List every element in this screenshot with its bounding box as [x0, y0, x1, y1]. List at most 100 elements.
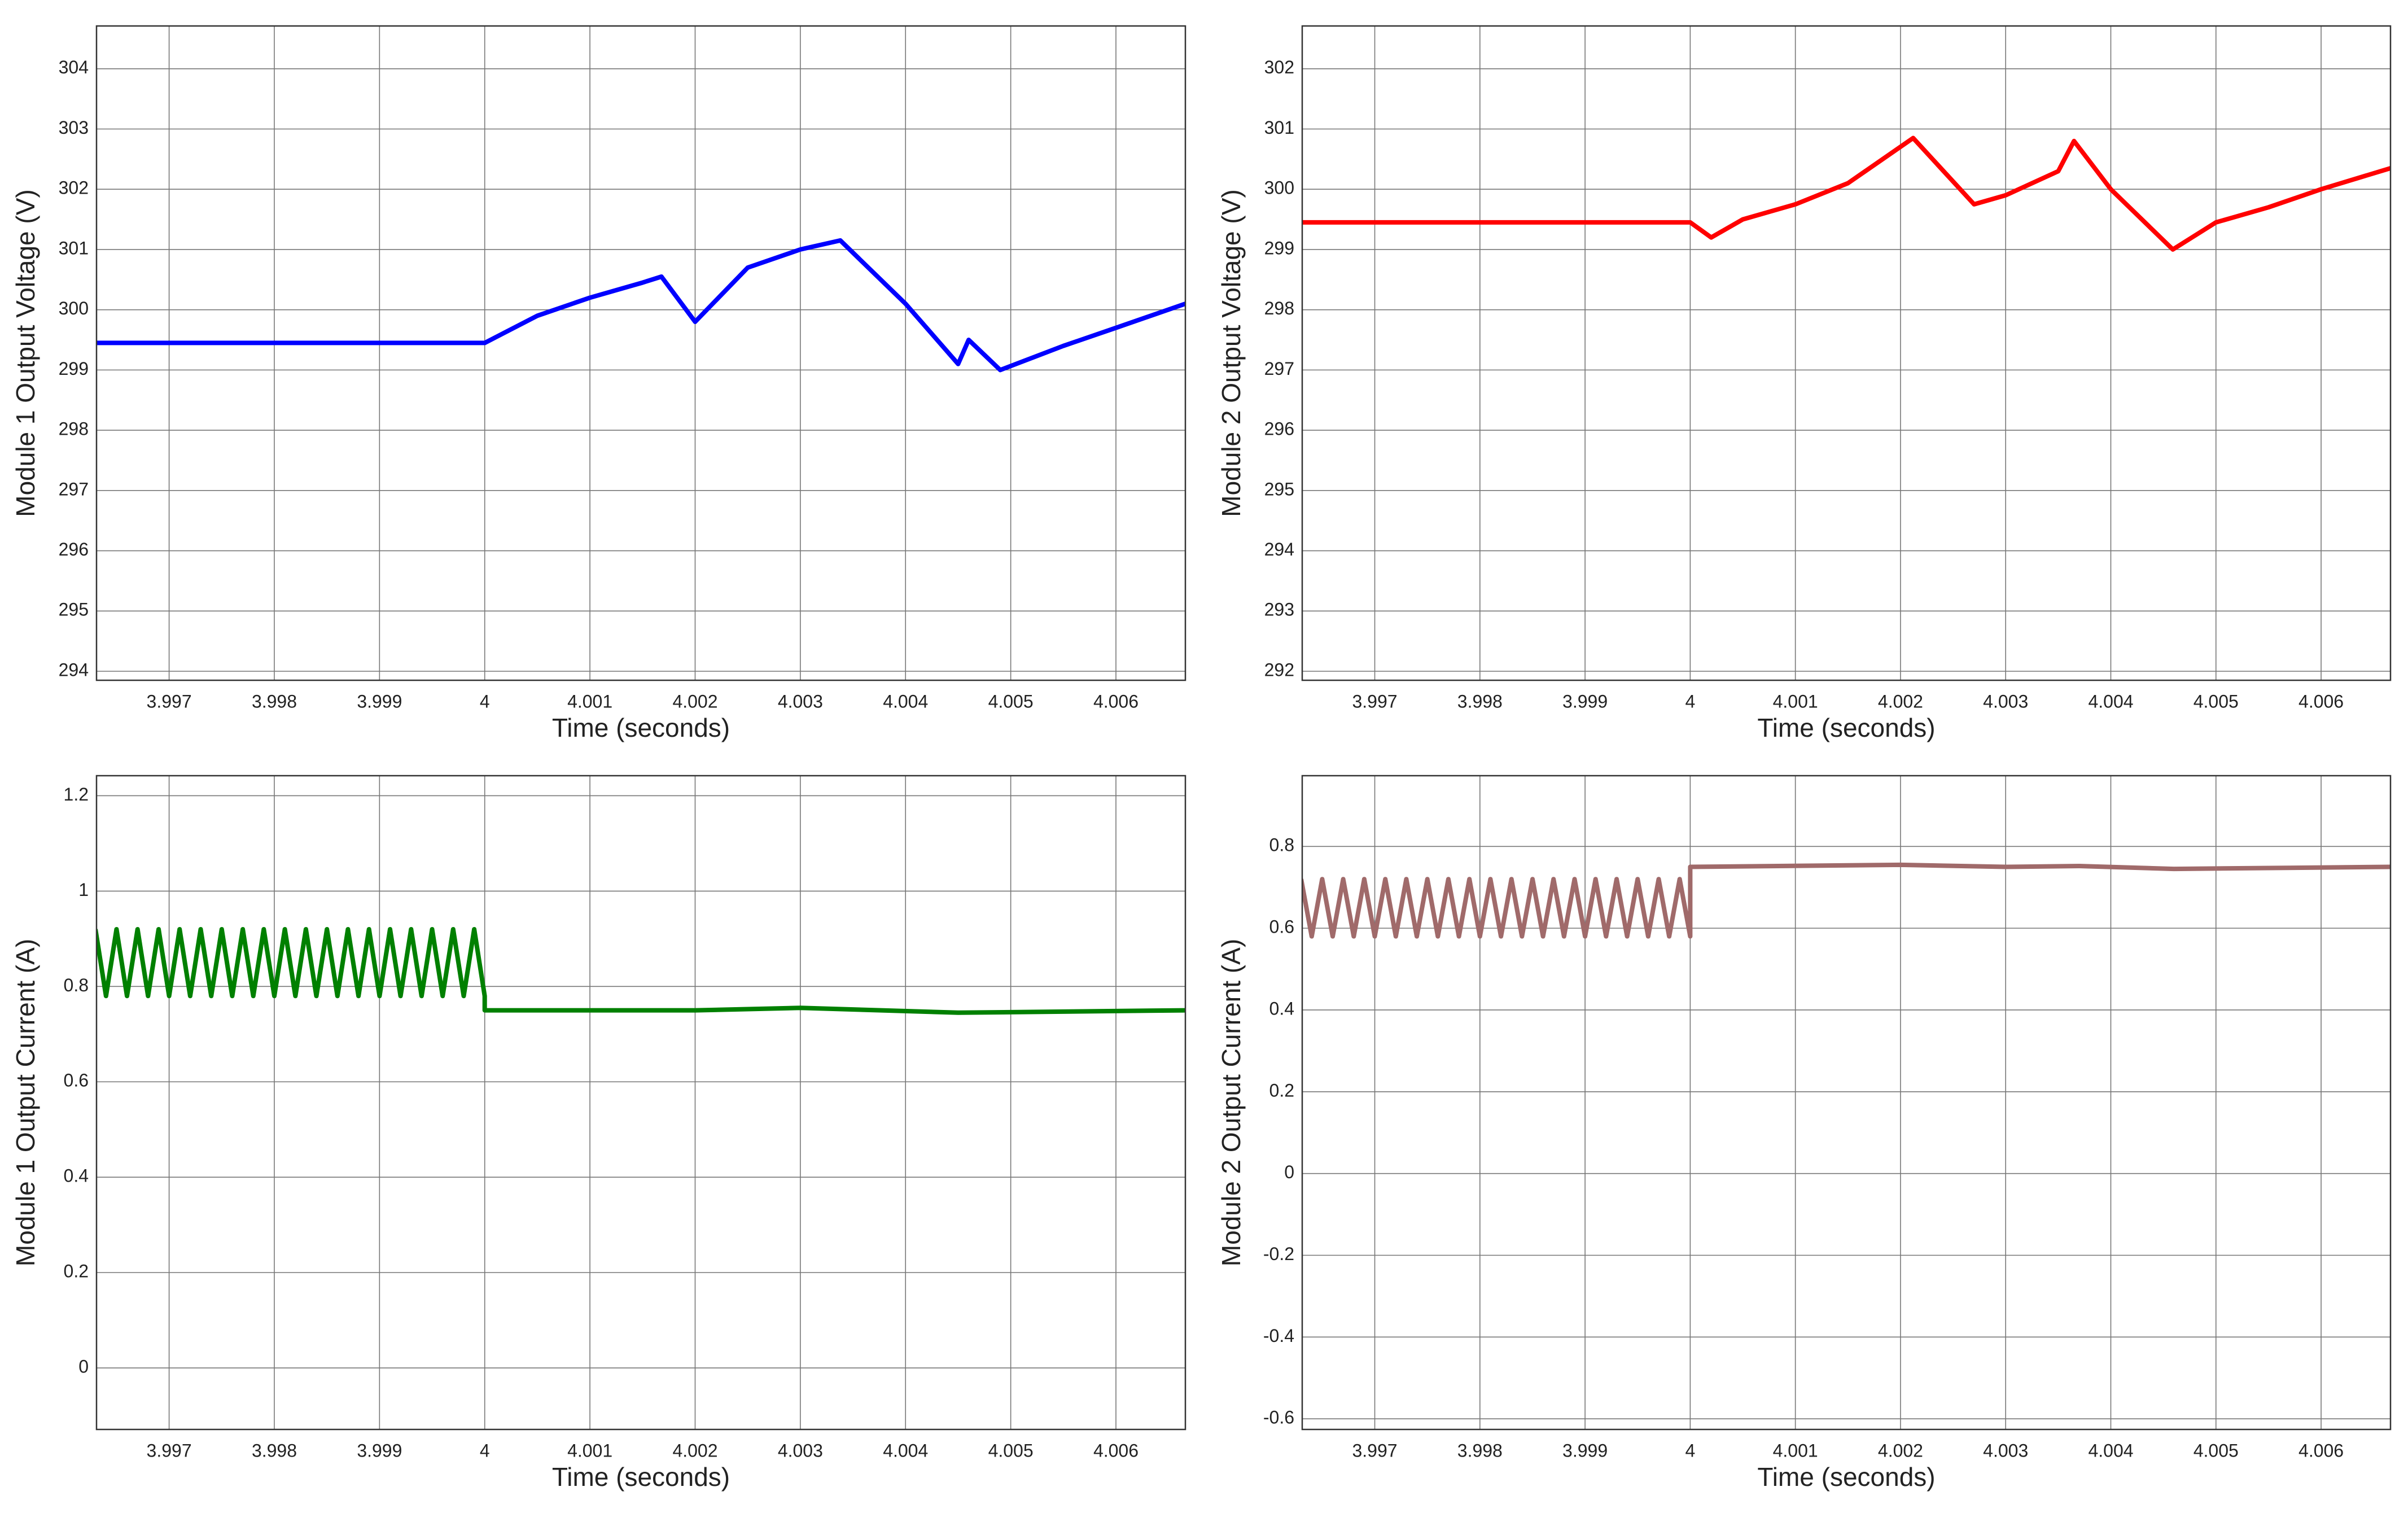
y-tick-label: 0.8	[64, 975, 89, 995]
x-tick-label: 4.003	[1983, 691, 2028, 711]
x-tick-label: 3.998	[1457, 691, 1503, 711]
x-tick-label: 4	[480, 691, 490, 711]
x-tick-label: 4.005	[2194, 691, 2239, 711]
y-tick-label: -0.6	[1263, 1407, 1294, 1428]
y-tick-label: 298	[59, 419, 89, 439]
y-tick-label: 0.2	[1269, 1080, 1294, 1100]
plot-series	[97, 238, 1185, 373]
x-tick-label: 4.001	[1773, 1440, 1818, 1460]
x-tick-label: 3.997	[1352, 691, 1397, 711]
y-axis-label: Module 2 Output Current (A)	[1216, 939, 1246, 1266]
plot-area	[1302, 776, 2391, 1429]
x-tick-label: 3.997	[147, 691, 192, 711]
y-tick-label: 299	[1264, 238, 1294, 258]
y-axis-label: Module 1 Output Current (A)	[11, 939, 40, 1266]
y-tick-label: 302	[59, 178, 89, 198]
x-tick-label: 3.998	[252, 691, 297, 711]
x-tick-label: 3.998	[1457, 1440, 1503, 1460]
x-tick-label: 4.004	[883, 1440, 928, 1460]
y-tick-label: 304	[59, 57, 89, 77]
plot-series	[1302, 862, 2391, 939]
y-tick-label: -0.2	[1263, 1244, 1294, 1264]
y-tick-label: 299	[59, 358, 89, 379]
x-tick-label: 4.006	[1093, 1440, 1139, 1460]
y-tick-label: 294	[59, 659, 89, 680]
y-tick-label: -0.4	[1263, 1326, 1294, 1346]
y-tick-label: 301	[1264, 117, 1294, 138]
x-axis-label: Time (seconds)	[552, 713, 730, 742]
y-tick-label: 296	[1264, 419, 1294, 439]
x-tick-label: 3.999	[1562, 1440, 1608, 1460]
y-tick-label: 301	[59, 238, 89, 258]
chart: 3.997 3.998 3.999 4 4.001 4.002 4.003 4.004 4.00…	[1216, 25, 2392, 742]
y-tick-label: 300	[1264, 178, 1294, 198]
x-tick-label: 4.002	[1878, 1440, 1923, 1460]
y-tick-label: 302	[1264, 57, 1294, 77]
x-axis-label: Time (seconds)	[552, 1462, 730, 1492]
y-tick-label: 0.4	[64, 1166, 89, 1186]
x-tick-label: 3.999	[1562, 691, 1608, 711]
y-tick-label: 297	[1264, 358, 1294, 379]
x-tick-label: 4.005	[988, 1440, 1034, 1460]
y-tick-label: 295	[1264, 479, 1294, 499]
y-tick-label: 298	[1264, 298, 1294, 318]
x-tick-label: 4.005	[988, 691, 1034, 711]
x-tick-label: 4.003	[1983, 1440, 2028, 1460]
x-tick-label: 3.999	[357, 1440, 402, 1460]
y-axis-label: Module 1 Output Voltage (V)	[11, 189, 40, 517]
plot-area	[1302, 26, 2391, 680]
y-tick-label: 0	[78, 1356, 89, 1376]
data-line	[97, 927, 1185, 1015]
x-tick-label: 4.006	[1093, 691, 1139, 711]
x-tick-label: 4.001	[567, 691, 612, 711]
x-tick-label: 4.001	[1773, 691, 1818, 711]
x-axis-label: Time (seconds)	[1757, 713, 1935, 742]
y-tick-label: 0.2	[64, 1261, 89, 1282]
plot-border	[1301, 25, 2392, 681]
plot-series	[1302, 135, 2391, 252]
x-tick-label: 4.004	[883, 691, 928, 711]
y-axis-label: Module 2 Output Voltage (V)	[1216, 189, 1246, 517]
chart: 3.997 3.998 3.999 4 4.001 4.002 4.003 4.004 4.00…	[1216, 775, 2392, 1492]
y-tick-label: 303	[59, 117, 89, 138]
y-tick-label: 296	[59, 539, 89, 559]
x-tick-label: 4.006	[2298, 1440, 2344, 1460]
x-axis-label: Time (seconds)	[1757, 1462, 1935, 1492]
y-tick-label: 295	[59, 600, 89, 620]
x-tick-label: 4.002	[672, 691, 717, 711]
x-tick-label: 4	[1685, 1440, 1695, 1460]
y-tick-label: 0	[1284, 1162, 1294, 1182]
x-tick-label: 4	[480, 1440, 490, 1460]
y-tick-label: 0.8	[1269, 835, 1294, 855]
data-line	[1302, 135, 2391, 252]
plot-area	[97, 776, 1185, 1429]
data-line	[1302, 862, 2391, 939]
x-tick-label: 4	[1685, 691, 1695, 711]
y-tick-label: 293	[1264, 600, 1294, 620]
x-tick-label: 4.003	[778, 1440, 823, 1460]
plot-border	[95, 25, 1187, 681]
y-tick-label: 0.6	[1269, 917, 1294, 937]
x-tick-label: 4.002	[672, 1440, 717, 1460]
plot-border	[1301, 775, 2392, 1431]
plot-series	[97, 927, 1185, 1015]
x-tick-label: 3.997	[147, 1440, 192, 1460]
y-tick-label: 0.6	[64, 1070, 89, 1091]
plot-area	[97, 26, 1185, 680]
x-tick-label: 4.004	[2088, 691, 2133, 711]
x-tick-label: 4.004	[2088, 1440, 2133, 1460]
y-tick-label: 1.2	[64, 784, 89, 804]
x-tick-label: 4.003	[778, 691, 823, 711]
y-tick-label: 300	[59, 298, 89, 318]
y-tick-label: 0.4	[1269, 998, 1294, 1018]
x-tick-label: 4.006	[2298, 691, 2344, 711]
x-tick-label: 4.001	[567, 1440, 612, 1460]
y-tick-label: 294	[1264, 539, 1294, 559]
x-tick-label: 3.998	[252, 1440, 297, 1460]
x-tick-label: 3.997	[1352, 1440, 1397, 1460]
data-line	[97, 238, 1185, 373]
chart: 3.997 3.998 3.999 4 4.001 4.002 4.003 4.004 4.00…	[11, 775, 1187, 1492]
y-tick-label: 292	[1264, 659, 1294, 680]
